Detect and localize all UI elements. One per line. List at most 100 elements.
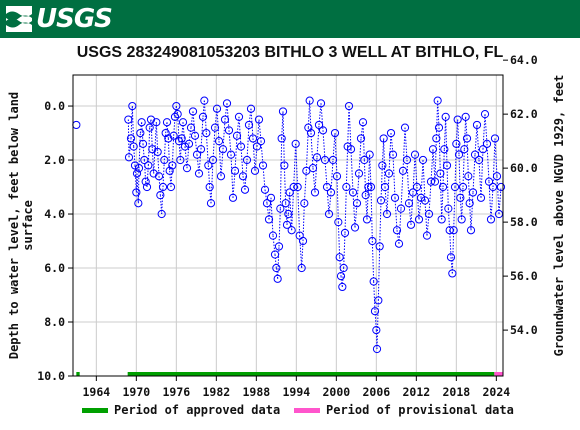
series-connector bbox=[334, 133, 338, 177]
data-point bbox=[400, 123, 410, 132]
usgs-logo[interactable]: USGS bbox=[6, 4, 113, 34]
series-connector bbox=[155, 122, 159, 152]
data-point bbox=[246, 104, 256, 113]
data-point bbox=[472, 120, 482, 130]
series-connector bbox=[250, 108, 254, 139]
series-connector bbox=[358, 138, 362, 174]
data-point bbox=[148, 145, 157, 154]
series-connector bbox=[246, 124, 250, 161]
y-left-tick-label: 8.0 bbox=[44, 315, 65, 329]
data-point bbox=[126, 134, 136, 143]
series-connector bbox=[316, 124, 320, 158]
data-point bbox=[384, 169, 394, 178]
data-point bbox=[442, 161, 452, 170]
data-point bbox=[380, 182, 390, 192]
data-point bbox=[172, 101, 181, 111]
series-connector bbox=[416, 187, 420, 220]
series-connector bbox=[147, 127, 151, 166]
data-point bbox=[402, 155, 412, 165]
series-connector bbox=[175, 105, 179, 115]
data-point bbox=[305, 96, 314, 105]
series-connector bbox=[173, 116, 176, 136]
series-connector bbox=[314, 157, 318, 193]
data-point bbox=[272, 263, 281, 273]
series-connector bbox=[356, 173, 360, 204]
x-tick-label: 2018 bbox=[442, 385, 470, 399]
data-point bbox=[369, 277, 378, 286]
x-tick-label: 2024 bbox=[482, 385, 510, 399]
data-point bbox=[465, 199, 474, 208]
series-connector bbox=[293, 143, 297, 188]
series-connector bbox=[165, 122, 168, 134]
data-point bbox=[470, 150, 480, 159]
series-connector bbox=[167, 138, 171, 171]
data-point bbox=[314, 120, 324, 130]
y-right-tick-label: 64.0 bbox=[510, 53, 538, 67]
series-connector bbox=[410, 192, 414, 225]
series-connector bbox=[145, 181, 148, 188]
series-connector bbox=[347, 106, 350, 147]
data-point bbox=[308, 164, 318, 173]
series-connector bbox=[133, 146, 136, 166]
series-connector bbox=[435, 100, 439, 139]
y-left-tick-label: 4.0 bbox=[44, 207, 65, 221]
y-left-tick-label: 0.0 bbox=[44, 99, 65, 113]
data-point bbox=[440, 145, 449, 154]
data-point bbox=[270, 250, 280, 259]
data-point bbox=[173, 110, 182, 119]
data-point bbox=[158, 182, 168, 192]
provisional-period-bar bbox=[494, 372, 503, 376]
data-point bbox=[176, 155, 185, 165]
series-connector bbox=[282, 111, 285, 166]
series-connector bbox=[222, 119, 226, 150]
series-connector bbox=[376, 300, 379, 350]
series-connector bbox=[470, 192, 474, 231]
data-point bbox=[438, 182, 448, 192]
data-point bbox=[482, 139, 492, 148]
data-point bbox=[266, 193, 276, 202]
series-connector bbox=[377, 246, 381, 301]
data-point bbox=[408, 188, 418, 197]
usgs-wave-icon bbox=[6, 6, 32, 32]
data-point bbox=[162, 118, 172, 127]
data-point bbox=[365, 150, 374, 159]
series-connector bbox=[142, 143, 145, 161]
data-point bbox=[244, 120, 254, 130]
series-connector bbox=[432, 149, 436, 182]
y-right-tick-label: 62.0 bbox=[510, 107, 538, 121]
data-point bbox=[289, 182, 298, 192]
series-connector bbox=[443, 116, 447, 150]
series-connector bbox=[434, 138, 437, 182]
y-left-tick-label: 6.0 bbox=[44, 261, 65, 275]
data-point bbox=[445, 226, 454, 235]
series-connector bbox=[367, 154, 371, 188]
series-connector bbox=[492, 138, 496, 188]
series-connector bbox=[150, 119, 153, 150]
series-connector bbox=[181, 122, 184, 139]
series-connector bbox=[441, 187, 444, 220]
data-point bbox=[388, 150, 398, 159]
series-connector bbox=[458, 154, 461, 198]
y-left-tick-label: 2.0 bbox=[44, 153, 65, 167]
data-point bbox=[300, 199, 309, 208]
data-point bbox=[152, 118, 161, 127]
data-point bbox=[449, 226, 458, 235]
series-connector bbox=[278, 208, 281, 247]
series-connector bbox=[484, 114, 488, 144]
series-connector bbox=[303, 170, 307, 204]
data-point bbox=[206, 199, 216, 208]
x-tick-label: 1994 bbox=[282, 385, 310, 399]
data-point bbox=[216, 172, 226, 181]
series-connector bbox=[210, 160, 214, 204]
data-point bbox=[376, 196, 386, 205]
data-point bbox=[226, 150, 236, 159]
series-connector bbox=[396, 230, 400, 244]
data-point bbox=[332, 172, 342, 181]
y-left-tick-label: 10.0 bbox=[37, 369, 65, 383]
data-point bbox=[484, 177, 494, 186]
series-connector bbox=[450, 257, 453, 274]
series-connector bbox=[422, 160, 426, 201]
data-point bbox=[320, 155, 330, 165]
x-tick-label: 2012 bbox=[402, 385, 430, 399]
y-right-tick-label: 58.0 bbox=[510, 215, 538, 229]
